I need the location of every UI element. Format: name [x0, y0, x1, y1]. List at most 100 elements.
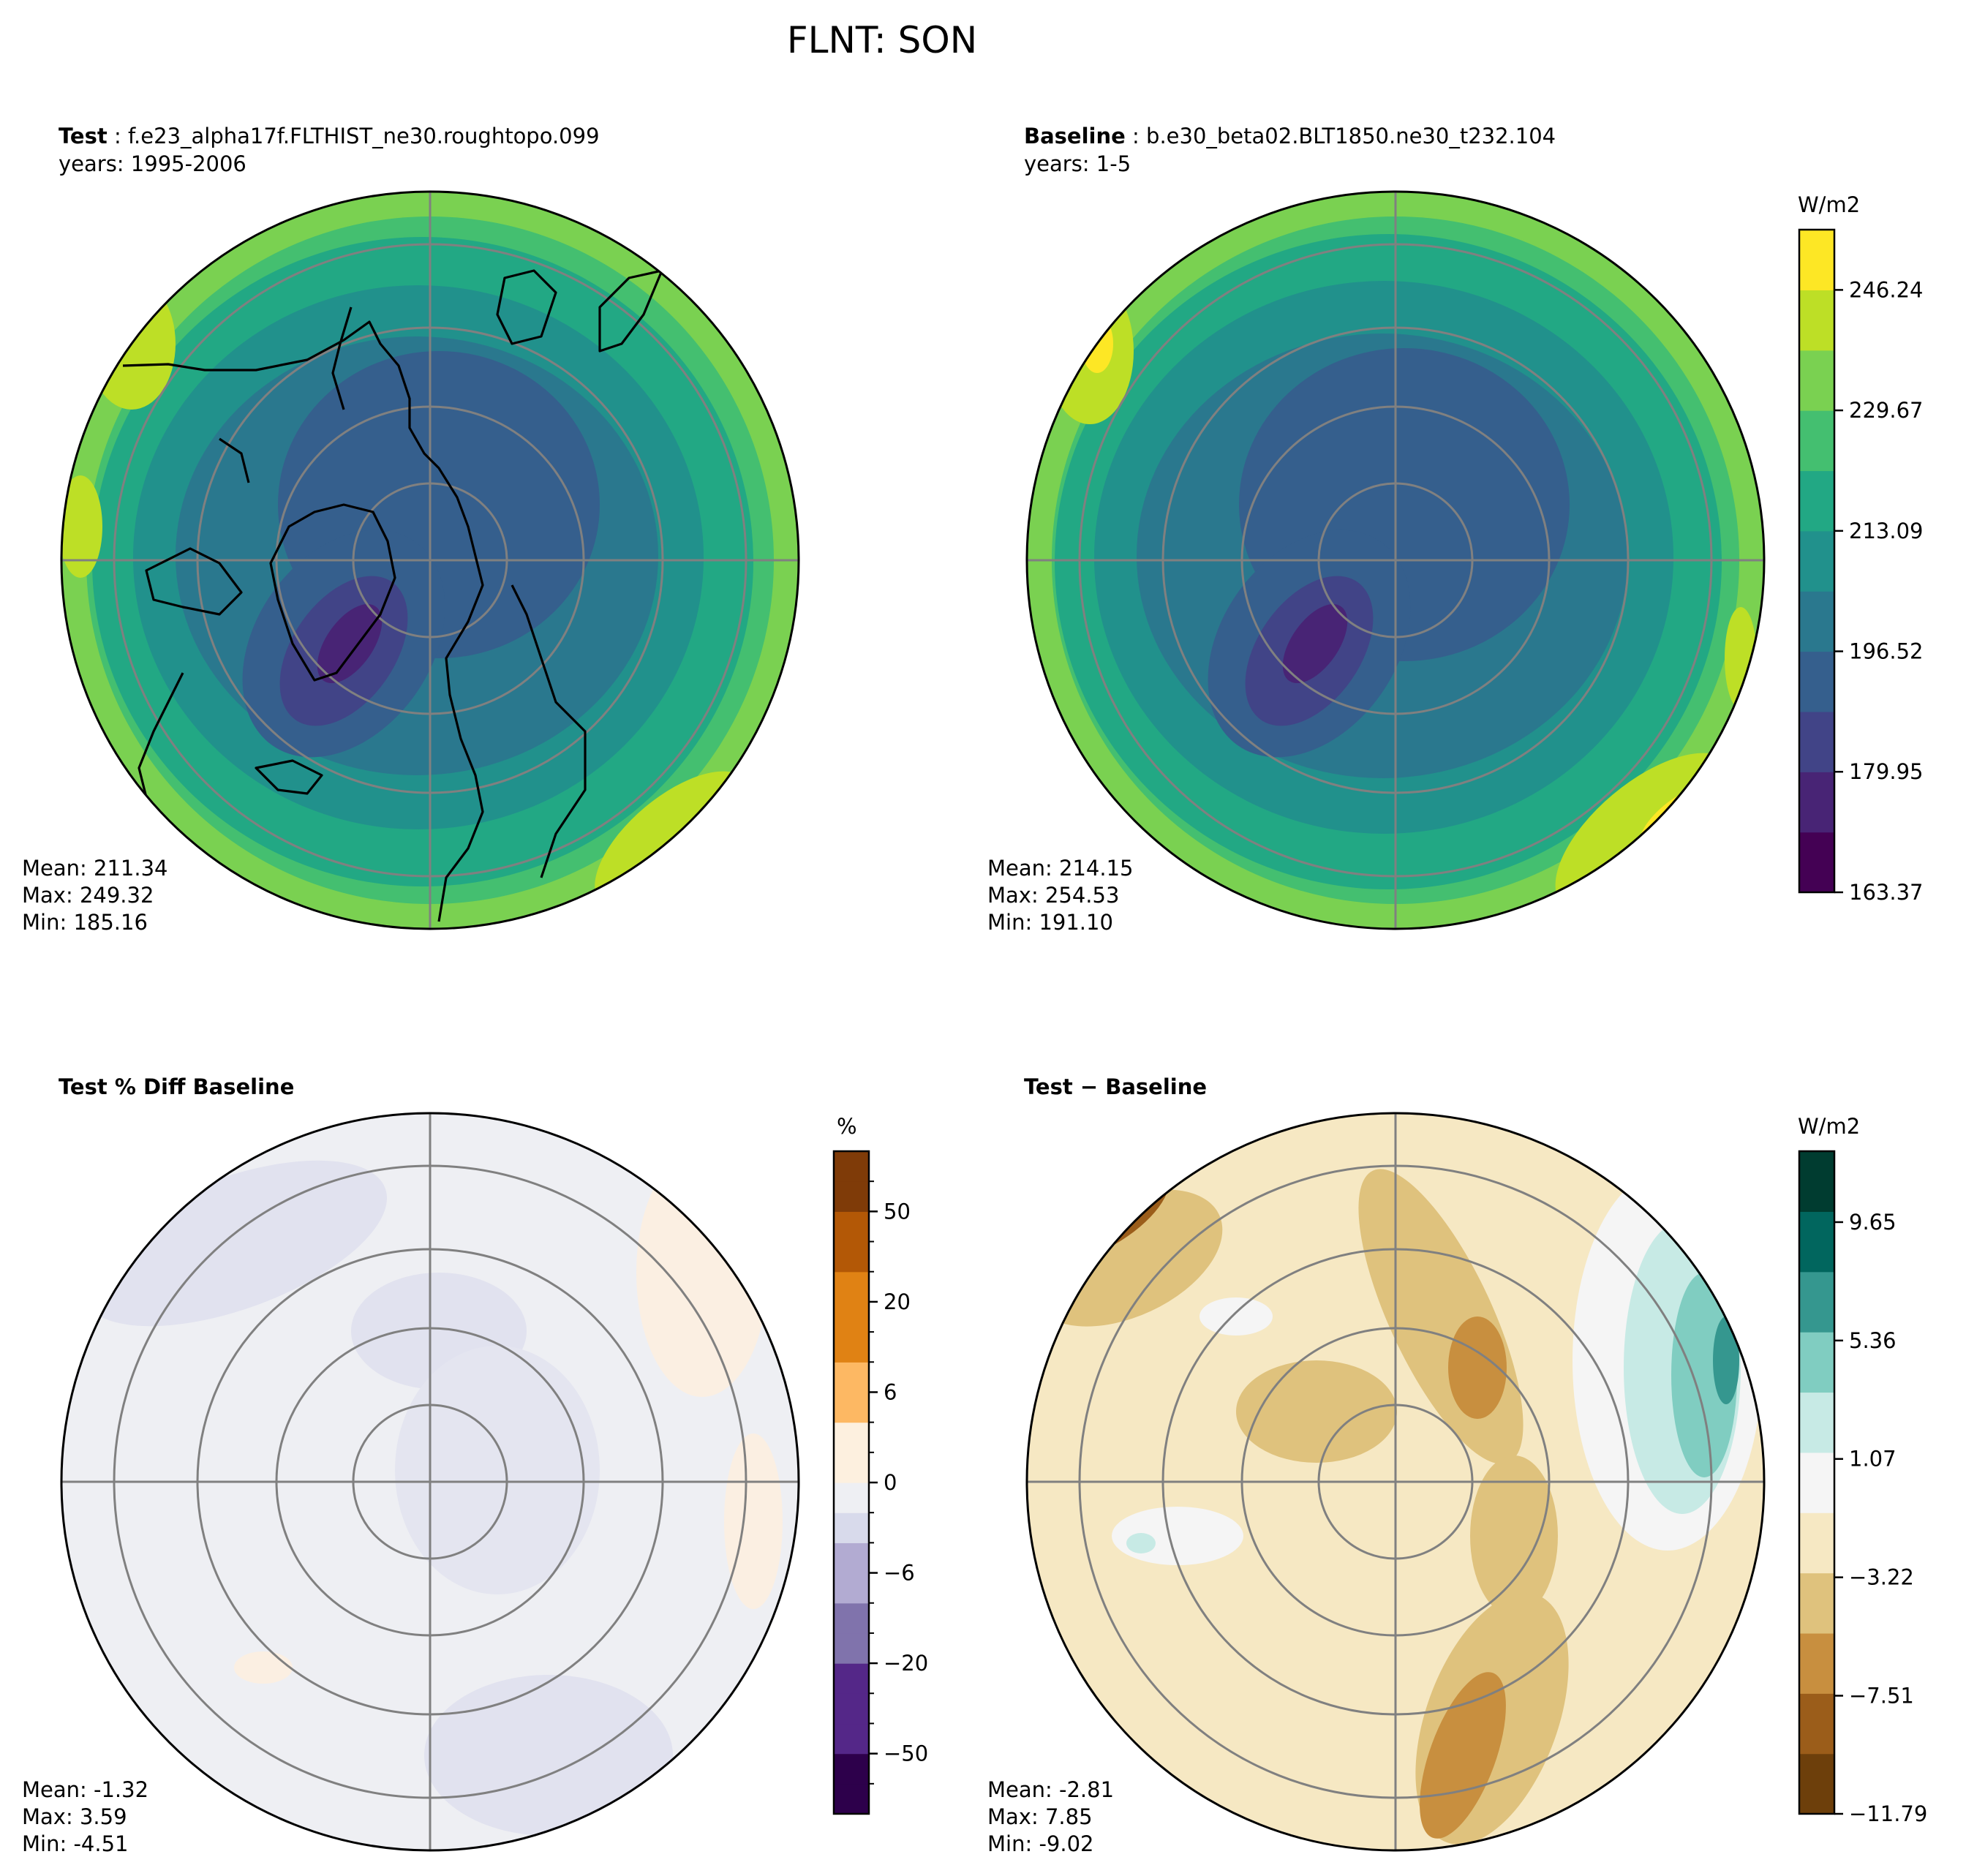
panel-test-case: f.e23_alpha17f.FLTHIST_ne30.roughtopo.09…: [128, 124, 600, 148]
colorbar-main-swatch-0: [1799, 832, 1834, 893]
colorbar-pct-swatch-20: [834, 1181, 869, 1212]
colorbar-pct-swatch-5: [834, 1632, 869, 1664]
colorbar-pct-tick-label-5: −20: [884, 1651, 928, 1676]
colorbar-diff-tick-label-5: −11.79: [1849, 1801, 1927, 1826]
panel-pct-diff: Test % Diff Baseline: [22, 1074, 800, 1856]
colorbar-pct-tick-label-3: 0: [884, 1470, 897, 1495]
colorbar-main-tick-label-4: 179.95: [1849, 759, 1923, 784]
colorbar-pct: % 50 20 6 0 −6 −20 −50: [832, 1114, 928, 1815]
panel-diff-label: Test − Baseline: [1024, 1074, 1207, 1099]
panel-test: Test : f.e23_alpha17f.FLTHIST_ne30.rough…: [22, 124, 800, 935]
colorbar-main-swatch-9: [1799, 290, 1834, 351]
colorbar-diff-tick-label-3: −3.22: [1849, 1565, 1914, 1590]
panel-diff-mean: Mean: -2.81: [987, 1777, 1114, 1802]
colorbar-pct-swatch-4: [834, 1663, 869, 1694]
colorbar-pct-unit: %: [837, 1114, 857, 1139]
colorbar-diff-swatch-2: [1799, 1632, 1834, 1694]
panel-test-header: Test : f.e23_alpha17f.FLTHIST_ne30.rough…: [59, 124, 600, 148]
colorbar-pct-swatch-17: [834, 1271, 869, 1303]
colorbar-main-frame: [1798, 228, 1836, 894]
colorbar-diff-tick-label-2: 1.07: [1849, 1447, 1897, 1472]
colorbar-pct-swatch-6: [834, 1602, 869, 1634]
panel-diff-min: Min: -9.02: [987, 1831, 1093, 1856]
colorbar-main-swatches: [1799, 230, 1834, 893]
colorbar-main: W/m2 246.24 229.67 213.09 196.52 179.95 163.3…: [1798, 192, 1923, 905]
colorbar-pct-swatch-21: [834, 1151, 869, 1182]
colorbar-diff-swatch-9: [1799, 1211, 1834, 1273]
colorbar-diff-ticks: 9.65 5.36 1.07 −3.22 −7.51 −11.79: [1834, 1210, 1927, 1826]
map-diff-boundary: [1025, 1112, 1766, 1852]
colorbar-pct-swatch-0: [834, 1783, 869, 1815]
colorbar-pct-swatch-11: [834, 1452, 869, 1483]
colorbar-main-unit: W/m2: [1798, 192, 1860, 217]
colorbar-diff-swatch-8: [1799, 1271, 1834, 1333]
colorbar-pct-swatch-18: [834, 1241, 869, 1273]
map-pct-diff-boundary: [60, 1112, 800, 1852]
panel-baseline-years: years: 1-5: [1024, 151, 1131, 176]
colorbar-pct-swatch-2: [834, 1723, 869, 1755]
colorbar-pct-swatch-8: [834, 1542, 869, 1574]
colorbar-diff-swatch-6: [1799, 1392, 1834, 1453]
colorbar-diff-tick-label-4: −7.51: [1849, 1683, 1914, 1708]
panel-pct-diff-max: Max: 3.59: [22, 1804, 127, 1829]
colorbar-main-swatch-6: [1799, 470, 1834, 532]
colorbar-pct-swatch-15: [834, 1332, 869, 1363]
colorbar-diff-swatch-5: [1799, 1452, 1834, 1513]
panel-pct-diff-min: Min: -4.51: [22, 1831, 128, 1856]
map-baseline-grid: [1027, 192, 1764, 929]
colorbar-pct-swatch-10: [834, 1483, 869, 1513]
colorbar-main-tick-label-1: 229.67: [1849, 398, 1923, 423]
colorbar-main-ticks: 246.24 229.67 213.09 196.52 179.95 163.37: [1834, 277, 1923, 905]
panel-test-max: Max: 249.32: [22, 883, 154, 908]
panel-baseline: Baseline : b.e30_beta02.BLT1850.ne30_t23…: [987, 124, 1766, 935]
colorbar-pct-tick-label-1: 20: [884, 1289, 911, 1314]
colorbar-diff-swatch-7: [1799, 1332, 1834, 1393]
colorbar-pct-swatch-3: [834, 1693, 869, 1725]
panel-baseline-case: b.e30_beta02.BLT1850.ne30_t232.104: [1146, 124, 1556, 148]
colorbar-pct-swatch-7: [834, 1572, 869, 1604]
map-test-boundary: [60, 190, 800, 930]
map-diff-grid: [1027, 1113, 1764, 1850]
panel-baseline-max: Max: 254.53: [987, 883, 1119, 908]
colorbar-diff-frame: [1798, 1150, 1836, 1815]
colorbar-pct-tick-label-6: −50: [884, 1741, 928, 1766]
colorbar-main-tick-label-5: 163.37: [1849, 880, 1923, 905]
colorbar-main-swatch-1: [1799, 772, 1834, 833]
colorbar-diff-swatches: [1799, 1151, 1834, 1815]
colorbar-pct-tick-label-2: 6: [884, 1379, 897, 1404]
colorbar-diff-tick-label-0: 9.65: [1849, 1210, 1897, 1235]
panel-test-years: years: 1995-2006: [59, 151, 246, 176]
colorbar-main-swatch-5: [1799, 530, 1834, 592]
colorbar-main-tick-label-0: 246.24: [1849, 277, 1923, 302]
colorbar-diff-swatch-1: [1799, 1693, 1834, 1755]
colorbar-diff-swatch-4: [1799, 1513, 1834, 1574]
panel-diff: Test − Baseline: [987, 1074, 1766, 1856]
colorbar-pct-swatch-19: [834, 1211, 869, 1243]
panel-baseline-header: Baseline : b.e30_beta02.BLT1850.ne30_t23…: [1024, 124, 1556, 148]
map-test-coastlines: [122, 269, 777, 922]
colorbar-pct-swatch-13: [834, 1392, 869, 1423]
map-pct-diff-grid: [61, 1113, 799, 1850]
panel-diff-max: Max: 7.85: [987, 1804, 1093, 1829]
panel-baseline-label: Baseline: [1024, 124, 1126, 148]
colorbar-main-tick-label-3: 196.52: [1849, 639, 1923, 664]
figure-title: FLNT: SON: [787, 19, 977, 61]
colorbar-pct-swatch-16: [834, 1301, 869, 1333]
colorbar-pct-tick-label-0: 50: [884, 1199, 911, 1224]
colorbar-pct-swatches: [834, 1151, 869, 1815]
colorbar-pct-ticks: 50 20 6 0 −6 −20 −50: [869, 1180, 928, 1785]
colorbar-main-swatch-4: [1799, 591, 1834, 652]
colorbar-main-swatch-3: [1799, 651, 1834, 712]
colorbar-diff-swatch-3: [1799, 1572, 1834, 1634]
panel-test-min: Min: 185.16: [22, 910, 148, 935]
panel-pct-diff-mean: Mean: -1.32: [22, 1777, 148, 1802]
colorbar-pct-swatch-14: [834, 1362, 869, 1393]
colorbar-pct-swatch-1: [834, 1753, 869, 1785]
colorbar-main-swatch-10: [1799, 230, 1834, 290]
colorbar-main-tick-label-2: 213.09: [1849, 519, 1923, 543]
colorbar-main-swatch-8: [1799, 350, 1834, 411]
colorbar-pct-swatch-12: [834, 1422, 869, 1453]
map-test-grid: [61, 192, 799, 929]
colorbar-pct-swatch-9: [834, 1513, 869, 1543]
